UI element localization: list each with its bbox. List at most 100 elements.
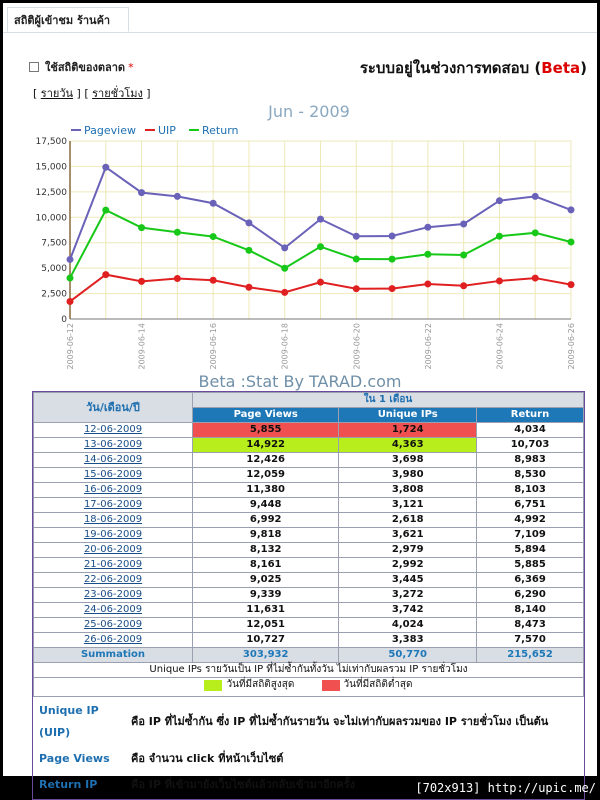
data-point-uip	[138, 277, 146, 285]
return-cell: 6,751	[476, 497, 584, 513]
market-stats-option[interactable]: ใช้สถิติของตลาด *	[29, 58, 134, 76]
y-tick-label: 7,500	[41, 239, 67, 249]
data-point-uip	[495, 277, 503, 285]
definition-desc: คือ จำนวน click ที่หน้าเว็บไซต์	[131, 751, 284, 765]
pageviews-cell: 9,339	[191, 587, 340, 603]
data-point-uip	[245, 283, 253, 291]
data-point-pageview	[567, 206, 575, 214]
x-tick-label: 2009-06-12	[66, 323, 75, 370]
definition-term: Return IP	[39, 777, 98, 791]
col-header-uniqueips: Unique IPs	[338, 407, 478, 423]
legend-low-label: วันที่มีสถิติต่ำสุด	[343, 679, 413, 690]
data-point-return	[352, 255, 360, 263]
legend-low: วันที่มีสถิติต่ำสุด	[321, 678, 413, 692]
tab-store-stats[interactable]: สถิติผู้เข้าชม ร้านค้า	[7, 7, 129, 32]
required-mark: *	[128, 60, 134, 74]
pageviews-cell: 9,025	[191, 572, 340, 588]
legend-high-swatch	[204, 679, 223, 691]
date-cell[interactable]: 19-06-2009	[33, 527, 193, 543]
data-point-return	[66, 274, 74, 282]
date-cell[interactable]: 14-06-2009	[33, 452, 193, 468]
table-row: 22-06-2009 9,025 3,445 6,369	[33, 572, 584, 588]
uniqueips-cell: 3,698	[338, 452, 478, 468]
tab-bar: สถิติผู้เข้าชม ร้านค้า	[3, 3, 597, 33]
daily-link[interactable]: รายวัน	[40, 87, 74, 100]
data-point-pageview	[66, 255, 74, 263]
date-cell[interactable]: 24-06-2009	[33, 602, 193, 618]
beta-notice: ระบบอยู่ในช่วงการทดสอบ (Beta)	[360, 56, 587, 80]
data-point-return	[388, 255, 396, 263]
return-cell: 4,034	[476, 422, 584, 438]
return-cell: 8,530	[476, 467, 584, 483]
hourly-link[interactable]: รายชั่วโมง	[92, 87, 143, 100]
date-cell[interactable]: 26-06-2009	[33, 632, 193, 648]
date-cell[interactable]: 12-06-2009	[33, 422, 193, 438]
return-cell: 6,290	[476, 587, 584, 603]
pageviews-cell: 8,132	[191, 542, 340, 558]
col-header-return: Return	[476, 407, 584, 423]
data-point-pageview	[317, 215, 324, 223]
date-cell[interactable]: 16-06-2009	[33, 482, 193, 498]
legend-low-swatch	[321, 679, 340, 691]
summation-return: 215,652	[476, 647, 584, 663]
table-row: 17-06-2009 9,448 3,121 6,751	[33, 497, 584, 513]
uip-note: Unique IPs รายวันเป็น IP ที่ไม่ซ้ำกันทั้…	[33, 662, 584, 678]
date-cell[interactable]: 25-06-2009	[33, 617, 193, 633]
market-stats-checkbox[interactable]	[29, 62, 39, 72]
uniqueips-cell: 3,621	[338, 527, 478, 543]
return-cell: 8,103	[476, 482, 584, 498]
uniqueips-cell: 3,808	[338, 482, 478, 498]
date-cell[interactable]: 21-06-2009	[33, 557, 193, 573]
table-row: 26-06-2009 10,727 3,383 7,570	[33, 632, 584, 648]
col-header-pageviews: Page Views	[191, 407, 340, 423]
data-point-return	[138, 224, 146, 232]
date-cell[interactable]: 23-06-2009	[33, 587, 193, 603]
uniqueips-cell: 3,121	[338, 497, 478, 513]
summation-pageviews: 303,932	[191, 647, 340, 663]
data-point-uip	[66, 297, 74, 305]
table-row: 25-06-2009 12,051 4,024 8,473	[33, 617, 584, 633]
uniqueips-cell: 1,724	[338, 422, 478, 438]
legend-high: วันที่มีสถิติสูงสุด	[204, 678, 294, 692]
table-row: 21-06-2009 8,161 2,992 5,885	[33, 557, 584, 573]
month-header: ใน 1 เดือน	[192, 392, 584, 408]
date-cell[interactable]: 13-06-2009	[33, 437, 193, 453]
x-tick-label: 2009-06-22	[424, 323, 433, 370]
date-cell[interactable]: 17-06-2009	[33, 497, 193, 513]
beta-notice-text: ระบบอยู่ในช่วงการทดสอบ (	[359, 59, 542, 77]
data-point-uip	[352, 285, 360, 293]
chart-subtitle: Beta :Stat By TARAD.com	[198, 372, 402, 391]
return-cell: 10,703	[476, 437, 584, 453]
data-point-pageview	[138, 189, 146, 197]
summation-uniqueips: 50,770	[338, 647, 478, 663]
uniqueips-cell: 3,272	[338, 587, 478, 603]
data-point-return	[460, 251, 468, 259]
definitions: Unique IP (UIP) คือ IP ที่ไม่ซ้ำกัน ซึ่ง …	[33, 697, 584, 799]
x-tick-label: 2009-06-18	[281, 323, 290, 370]
table-row: 14-06-2009 12,426 3,698 8,983	[33, 452, 584, 468]
y-tick-label: 12,500	[36, 188, 68, 198]
data-point-return	[173, 228, 181, 236]
data-point-uip	[424, 280, 432, 288]
legend-row: วันที่มีสถิติสูงสุด วันที่มีสถิติต่ำสุด	[33, 677, 584, 697]
date-cell[interactable]: 18-06-2009	[33, 512, 193, 528]
data-point-pageview	[173, 192, 181, 200]
beta-label: Beta	[541, 59, 581, 77]
data-point-return	[495, 232, 503, 240]
pageviews-cell: 10,727	[191, 632, 340, 648]
uniqueips-cell: 3,742	[338, 602, 478, 618]
return-cell: 8,473	[476, 617, 584, 633]
date-cell[interactable]: 15-06-2009	[33, 467, 193, 483]
stats-table: วัน/เดือน/ปี ใน 1 เดือน Page Views Uniqu…	[33, 392, 584, 697]
date-cell[interactable]: 22-06-2009	[33, 572, 193, 588]
data-point-pageview	[424, 223, 432, 231]
uniqueips-cell: 4,363	[338, 437, 478, 453]
stats-panel: สถิติผู้เข้าชม ร้านค้า ใช้สถิติของตลาด *…	[3, 3, 597, 800]
data-point-pageview	[245, 219, 253, 227]
data-point-pageview	[102, 163, 110, 171]
return-cell: 8,140	[476, 602, 584, 618]
date-cell[interactable]: 20-06-2009	[33, 542, 193, 558]
uniqueips-cell: 2,618	[338, 512, 478, 528]
return-cell: 5,894	[476, 542, 584, 558]
uniqueips-cell: 3,445	[338, 572, 478, 588]
